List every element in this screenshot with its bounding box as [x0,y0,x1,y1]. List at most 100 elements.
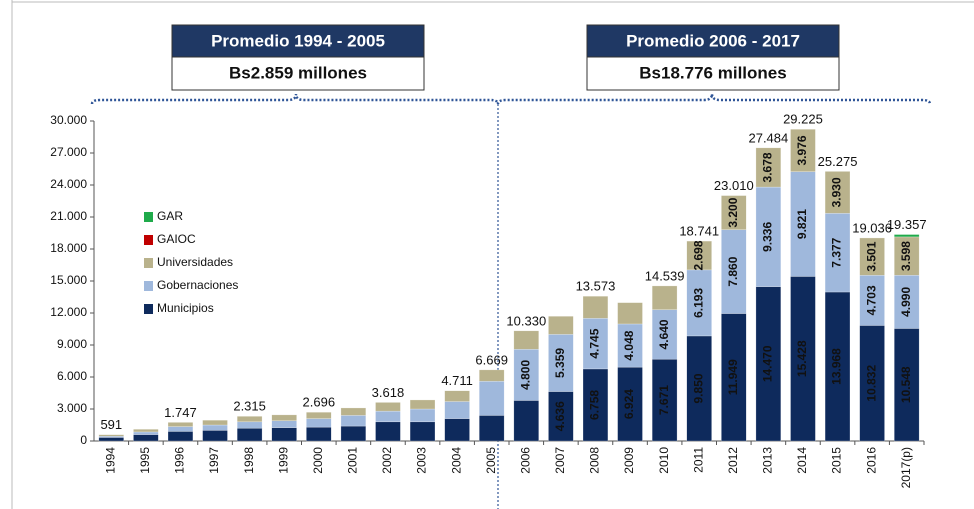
bar-segment [445,391,470,402]
segment-label: 10.832 [864,365,878,402]
segment-label: 4.990 [899,287,913,317]
legend-swatch [144,258,153,268]
bar-segment [479,415,504,441]
x-tick-label: 2008 [588,447,602,474]
total-label: 4.711 [441,373,473,388]
segment-label: 15.428 [795,340,809,377]
segment-label: 6.193 [691,288,705,318]
bar-segment [514,331,539,349]
bar-segment [548,316,573,334]
bar-segment [203,430,228,441]
segment-label: 14.470 [761,345,775,382]
bar-segment [168,422,193,426]
total-label: 2.315 [233,399,266,414]
x-tick-label: 2009 [622,447,636,474]
bar-segment [894,235,919,237]
total-label: 10.330 [506,313,546,328]
x-tick-label: 2003 [415,447,429,474]
x-tick-label: 1995 [138,447,152,474]
header-title: Promedio 2006 - 2017 [626,31,800,50]
y-tick-label: 15.000 [50,273,87,287]
bar-segment [203,420,228,425]
segment-label: 10.548 [899,366,913,403]
legend-label: Universidades [157,255,233,269]
y-tick-label: 0 [80,433,87,447]
legend-label: GAIOC [157,232,196,246]
y-tick-label: 12.000 [50,305,87,319]
bar-segment [99,435,124,437]
bar-segment [203,425,228,430]
x-tick-label: 2015 [830,447,844,474]
x-tick-label: 2001 [346,447,360,474]
segment-label: 3.976 [795,135,809,165]
bar-segment [237,428,262,441]
total-label: 27.484 [748,130,788,145]
total-label: 19.357 [887,217,927,232]
bar-segment [133,435,158,441]
segment-label: 11.949 [726,359,740,395]
bar-segment [376,402,401,411]
bar-segment [514,400,539,441]
legend-swatch [144,235,153,245]
total-label: 1.747 [164,405,197,420]
segment-label: 4.800 [518,360,532,390]
segment-label: 7.671 [657,385,671,415]
bar-segment [168,427,193,432]
x-tick-label: 2006 [518,447,532,474]
segment-label: 7.860 [726,256,740,286]
x-tick-label: 2013 [761,447,775,474]
segment-label: 4.636 [553,401,567,431]
segment-label: 3.598 [899,241,913,271]
y-tick-label: 27.000 [50,145,87,159]
total-label: 6.669 [475,352,508,367]
x-tick-label: 2017(p) [899,447,913,488]
legend-label: Municipios [157,301,214,315]
x-tick-label: 1997 [207,447,221,474]
bar-segment [376,411,401,422]
total-label: 3.618 [372,385,405,400]
bar-segment [272,428,297,441]
x-tick-label: 2002 [380,447,394,474]
total-label: 14.539 [645,268,685,283]
segment-label: 4.703 [864,285,878,315]
x-tick-label: 2011 [691,447,705,473]
bar-segment [618,303,643,324]
bar-segment [272,421,297,428]
bar-segment [341,408,366,415]
bar-segment [168,431,193,441]
y-tick-label: 6.000 [57,369,87,383]
bar-segment [341,415,366,426]
legend-swatch [144,304,153,314]
total-label: 18.741 [679,224,719,239]
header-text: Bs18.776 millones [639,63,786,82]
x-tick-label: 2014 [795,447,809,474]
segment-label: 7.377 [830,237,844,267]
bar-segment [583,296,608,318]
bar-segment [410,409,435,422]
y-tick-label: 3.000 [57,401,87,415]
segment-label: 3.930 [830,177,844,207]
legend-label: GAR [157,209,183,223]
bar-segment [479,381,504,415]
total-label: 2.696 [303,395,336,410]
y-tick-label: 24.000 [50,177,87,191]
bar-segment [410,422,435,441]
bar-segment [306,427,331,441]
x-tick-label: 1998 [242,447,256,474]
legend-swatch [144,212,153,222]
bar-segment [445,419,470,441]
segment-label: 13.968 [830,348,844,385]
header-title: Promedio 1994 - 2005 [211,31,385,50]
legend: GARGAIOCUniversidadesGobernacionesMunici… [140,205,268,323]
segment-label: 3.501 [864,241,878,271]
x-tick-label: 2004 [449,447,463,474]
legend-swatch [144,281,153,291]
segment-label: 4.048 [622,330,636,360]
y-tick-label: 21.000 [50,209,87,223]
bar-segment [237,416,262,421]
x-tick-label: 1996 [173,447,187,474]
total-label: 29.225 [783,112,823,127]
y-tick-label: 30.000 [50,113,87,127]
total-label: 13.573 [576,279,616,294]
x-tick-label: 2012 [726,447,740,474]
